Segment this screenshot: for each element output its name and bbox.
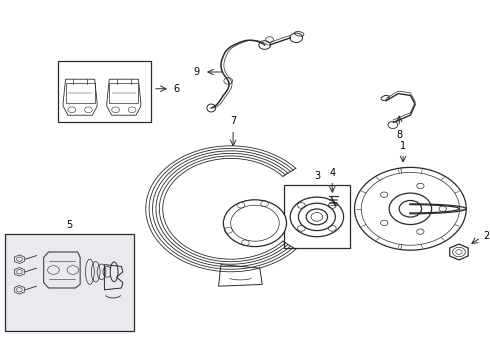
Text: 4: 4 xyxy=(329,168,335,177)
Circle shape xyxy=(223,200,287,247)
Polygon shape xyxy=(219,265,262,286)
Text: 7: 7 xyxy=(230,116,236,126)
Bar xyxy=(284,185,350,248)
Text: 6: 6 xyxy=(174,84,180,94)
Bar xyxy=(5,234,134,331)
Text: 1: 1 xyxy=(400,141,406,151)
Text: 9: 9 xyxy=(193,67,199,77)
Bar xyxy=(58,61,150,122)
Text: 5: 5 xyxy=(66,220,73,230)
Ellipse shape xyxy=(110,262,118,282)
Text: 3: 3 xyxy=(314,171,320,181)
Text: 2: 2 xyxy=(483,231,490,241)
Text: 8: 8 xyxy=(396,130,402,140)
